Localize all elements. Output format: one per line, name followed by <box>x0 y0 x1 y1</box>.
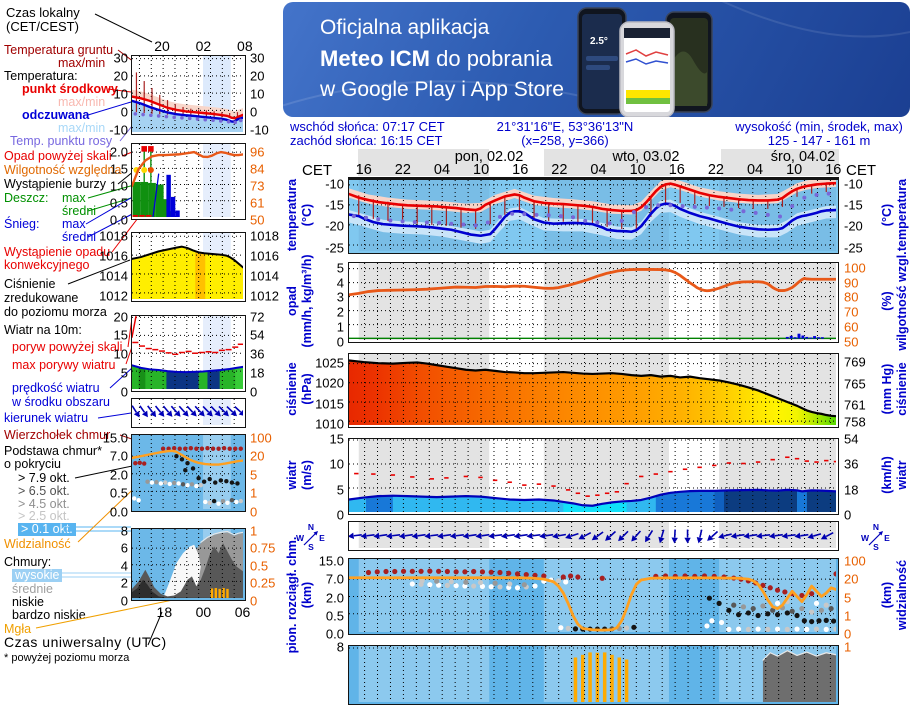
panel-cloud-cover <box>348 645 839 705</box>
mini-chart-cloud-layers <box>131 528 246 601</box>
banner-line3: w Google Play i App Store <box>320 78 564 102</box>
p6-title-left: pion. rozciągł. chm. <box>285 485 299 705</box>
panel-precip-humidity <box>348 262 839 343</box>
p6-unit-right: (km) <box>880 485 894 705</box>
mini-chart-temperature <box>131 55 246 135</box>
p6-unit-left: (km) <box>300 485 314 705</box>
location-coords: 21°31'16"E, 53°36'13"N (x=258, y=366) <box>450 120 680 147</box>
svg-text:N: N <box>308 522 314 532</box>
mini-chart-wind <box>131 315 246 392</box>
mini-chart-precip <box>131 143 246 220</box>
svg-text:E: E <box>319 533 325 543</box>
mini-chart-pressure <box>131 232 246 302</box>
svg-text:W: W <box>861 533 870 543</box>
p6-title-right: widzialność <box>895 485 909 705</box>
banner-line1: Oficjalna aplikacja <box>320 16 489 40</box>
svg-text:2.5°: 2.5° <box>590 36 608 47</box>
panel-pressure <box>348 353 839 428</box>
svg-text:S: S <box>308 542 314 551</box>
svg-text:E: E <box>884 533 890 543</box>
mini-chart-clouds-visibility <box>131 434 246 512</box>
panel-wind <box>348 438 839 515</box>
panel-temperature <box>348 179 839 254</box>
svg-text:S: S <box>873 542 879 551</box>
compass-icon-right: N S E W <box>861 521 891 551</box>
svg-text:W: W <box>296 533 305 543</box>
panel-clouds-visibility <box>348 558 839 635</box>
svg-text:N: N <box>873 522 879 532</box>
banner-line2: Meteo ICM do pobrania <box>320 46 552 72</box>
mini-chart-wind-direction <box>131 398 246 428</box>
grid-point: (x=258, y=366) <box>450 134 680 148</box>
panel-wind-direction <box>348 521 839 551</box>
phones-graphic: 2.5° <box>568 2 728 117</box>
compass-icon-left: N S E W <box>296 521 326 551</box>
app-promo-banner[interactable]: Oficjalna aplikacja Meteo ICM do pobrani… <box>283 2 910 117</box>
coordinates: 21°31'16"E, 53°36'13"N <box>450 120 680 134</box>
